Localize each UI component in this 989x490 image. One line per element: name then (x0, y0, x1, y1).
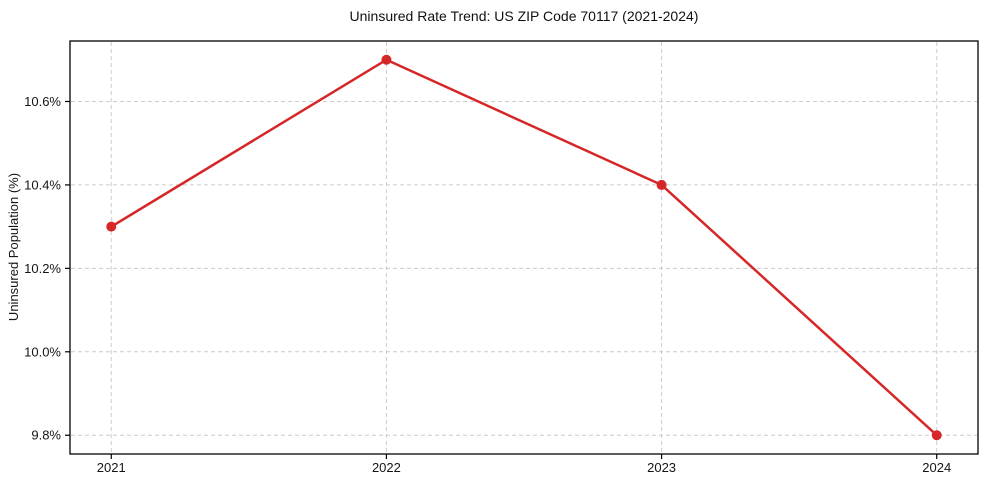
y-tick-label: 10.4% (24, 177, 61, 192)
x-tick-label: 2023 (647, 460, 676, 475)
plot-border (69, 40, 979, 455)
x-tick-label: 2024 (922, 460, 951, 475)
data-point-marker (106, 221, 117, 232)
y-tick-label: 10.6% (24, 94, 61, 109)
x-tick-label: 2021 (97, 460, 126, 475)
data-point-marker (656, 179, 667, 190)
y-tick-label: 10.0% (24, 344, 61, 359)
y-axis-label: Uninsured Population (%) (6, 173, 21, 321)
y-tick-label: 10.2% (24, 261, 61, 276)
trend-line (110, 58, 938, 437)
data-point-marker (931, 430, 942, 441)
x-tick-label: 2022 (372, 460, 401, 475)
chart-title: Uninsured Rate Trend: US ZIP Code 70117 … (350, 8, 699, 24)
y-tick-label: 9.8% (31, 428, 61, 443)
data-point-marker (381, 54, 392, 65)
